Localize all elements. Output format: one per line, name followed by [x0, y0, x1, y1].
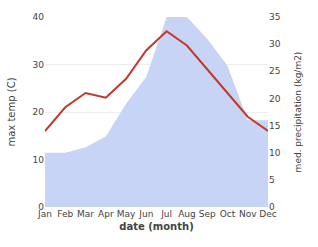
svg-text:0: 0	[38, 202, 44, 212]
svg-text:15: 15	[269, 121, 280, 131]
svg-text:Sep: Sep	[199, 209, 216, 219]
svg-text:May: May	[117, 209, 136, 219]
svg-text:date (month): date (month)	[119, 221, 193, 232]
svg-text:10: 10	[33, 155, 45, 165]
svg-text:Nov: Nov	[239, 209, 257, 219]
svg-text:Jul: Jul	[160, 209, 172, 219]
svg-text:Dec: Dec	[259, 209, 276, 219]
svg-text:Mar: Mar	[77, 209, 94, 219]
svg-text:Apr: Apr	[98, 209, 114, 219]
svg-text:Oct: Oct	[220, 209, 236, 219]
svg-text:10: 10	[269, 148, 281, 158]
svg-text:30: 30	[33, 60, 45, 70]
svg-text:Jun: Jun	[138, 209, 153, 219]
svg-text:med. precipitation (kg/m2): med. precipitation (kg/m2)	[293, 52, 303, 173]
svg-text:Feb: Feb	[57, 209, 73, 219]
svg-text:20: 20	[269, 94, 281, 104]
svg-text:30: 30	[269, 39, 281, 49]
svg-text:40: 40	[33, 12, 45, 22]
svg-text:5: 5	[269, 175, 275, 185]
svg-text:Aug: Aug	[178, 209, 196, 219]
svg-text:Jan: Jan	[37, 209, 52, 219]
svg-text:25: 25	[269, 66, 280, 76]
svg-text:35: 35	[269, 12, 280, 22]
svg-text:20: 20	[33, 107, 45, 117]
svg-text:max temp (C): max temp (C)	[6, 77, 17, 146]
svg-text:0: 0	[269, 202, 275, 212]
